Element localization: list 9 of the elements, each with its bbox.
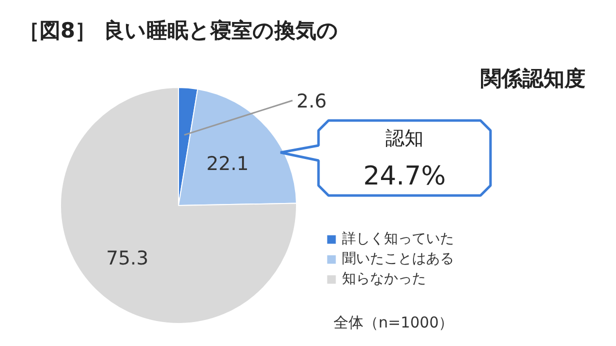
data-label: 75.3 (106, 248, 148, 270)
chart-title: ［図8］ 良い睡眠と寝室の換気の関係認知度 (18, 18, 586, 90)
text: 全体（n=1000） (334, 314, 454, 332)
text: 認知 24.7% (363, 128, 446, 192)
legend-label: 詳しく知っていた (342, 230, 454, 248)
data-label: 22.1 (206, 153, 249, 176)
legend-label: 聞いたことはある (342, 250, 454, 268)
data-label: 2.6 (296, 90, 327, 112)
legend-label: 知らなかった (342, 270, 426, 288)
